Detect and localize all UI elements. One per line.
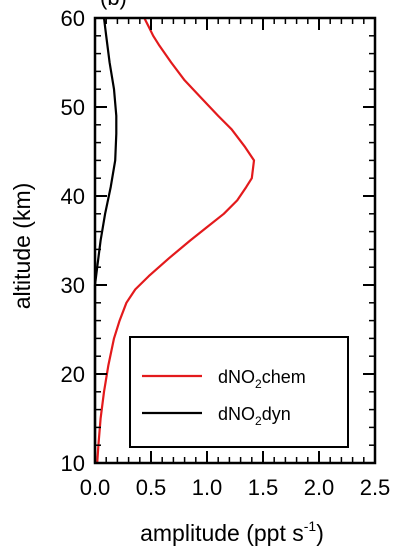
legend-label-0: dNO2chem bbox=[218, 367, 306, 391]
y-tick-label: 20 bbox=[61, 362, 85, 387]
legend: dNO2chem dNO2dyn bbox=[129, 336, 349, 448]
y-tick-label: 50 bbox=[61, 95, 85, 120]
y-tick-label: 10 bbox=[61, 451, 85, 476]
x-axis-label-main: amplitude (ppt s bbox=[140, 520, 304, 546]
series-line-0 bbox=[96, 17, 256, 464]
y-tick-label: 30 bbox=[61, 273, 85, 298]
chart-title-fragment: (b) bbox=[100, 0, 127, 10]
x-axis-label: amplitude (ppt s-1) bbox=[140, 518, 324, 546]
x-tick-label: 0.0 bbox=[80, 475, 111, 500]
plot-frame bbox=[93, 16, 377, 465]
legend-box bbox=[129, 336, 349, 448]
y-tick-label: 60 bbox=[61, 6, 85, 31]
y-tick-label: 40 bbox=[61, 184, 85, 209]
x-tick-label: 1.0 bbox=[192, 475, 223, 500]
y-axis-label: altitude (km) bbox=[9, 183, 35, 310]
x-tick-label: 0.5 bbox=[136, 475, 167, 500]
series-line-1 bbox=[93, 17, 118, 463]
x-axis-label-sup: -1 bbox=[304, 518, 317, 534]
x-tick-label: 1.5 bbox=[248, 475, 279, 500]
axes: 0.0 0.5 1.0 1.5 2.0 2.5 10 20 30 40 50 60 bbox=[61, 6, 391, 500]
x-tick-label: 2.5 bbox=[360, 475, 391, 500]
legend-label-1: dNO2dyn bbox=[218, 404, 291, 428]
x-tick-label: 2.0 bbox=[304, 475, 335, 500]
x-axis-label-close: ) bbox=[316, 520, 324, 546]
